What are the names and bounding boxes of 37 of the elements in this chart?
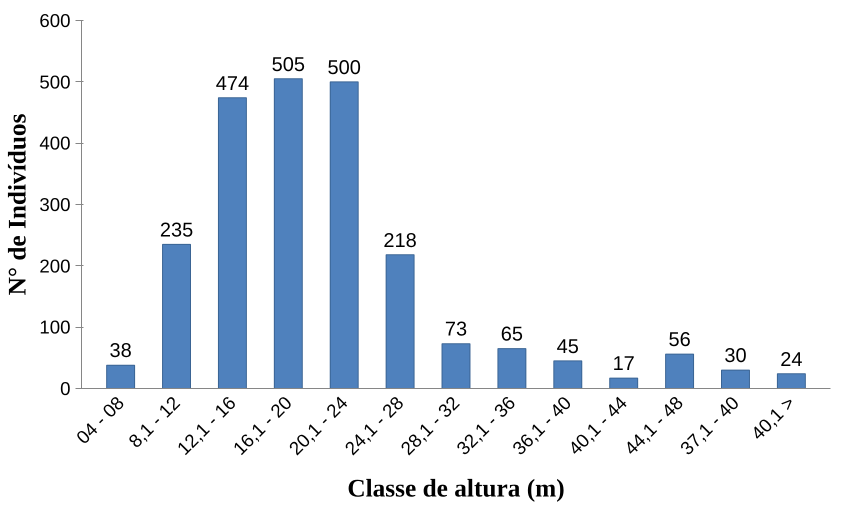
data-label: 38: [110, 340, 132, 362]
data-label: 30: [724, 345, 747, 368]
data-label: 218: [383, 230, 417, 252]
y-axis-title: N° de Indivíduos: [3, 113, 32, 296]
bar: [665, 354, 694, 388]
y-tick-label: 500: [39, 71, 71, 92]
data-label: 500: [328, 56, 361, 79]
bar: [609, 378, 638, 388]
data-label: 65: [500, 324, 524, 346]
data-label: 45: [556, 336, 579, 358]
data-label: 474: [216, 72, 250, 95]
y-tick-label: 600: [39, 10, 71, 31]
bar: [106, 364, 136, 388]
y-tick-label: 200: [39, 255, 71, 276]
data-label: 24: [780, 348, 802, 371]
x-tick-label: 04 - 08: [72, 392, 128, 448]
bar: [386, 254, 415, 388]
bar: [442, 343, 470, 388]
bar: [162, 244, 191, 388]
bar: [330, 81, 359, 388]
x-tick-label: 40,1 >: [746, 392, 799, 444]
bar: [721, 370, 750, 388]
bar: [497, 348, 526, 388]
data-label: 17: [612, 353, 635, 376]
data-label: 505: [272, 54, 306, 76]
bar: [553, 360, 582, 388]
y-tick-label: 300: [39, 194, 71, 215]
bar: [776, 373, 806, 388]
y-tick-label: 400: [39, 132, 71, 154]
y-tick-label: 100: [39, 316, 71, 338]
bar: [274, 78, 303, 388]
y-tick-label: 0: [60, 378, 71, 399]
bar: [218, 97, 247, 388]
x-axis-title: Classe de altura (m): [347, 474, 565, 502]
data-label: 73: [444, 318, 468, 341]
data-label: 235: [160, 219, 194, 242]
data-label: 56: [668, 329, 691, 352]
